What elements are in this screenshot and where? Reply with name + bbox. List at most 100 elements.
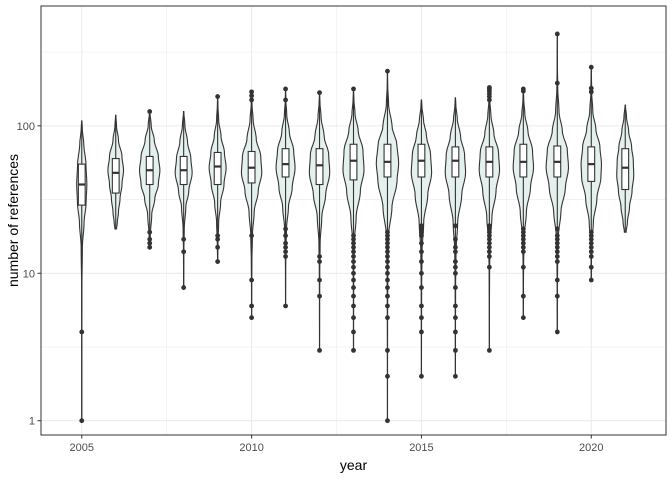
outlier-point: [385, 347, 390, 353]
outlier-point: [283, 97, 288, 103]
outlier-point: [385, 229, 390, 235]
outlier-point: [181, 285, 187, 290]
outlier-point: [351, 315, 356, 321]
outlier-point: [215, 244, 221, 250]
outlier-point: [419, 249, 424, 255]
outlier-point: [486, 223, 492, 229]
outlier-point: [486, 264, 492, 270]
outlier-point: [486, 236, 492, 242]
outlier-point: [249, 277, 254, 283]
outlier-point: [554, 80, 560, 86]
outlier-point: [385, 293, 390, 299]
x-tick-label: 2015: [409, 442, 433, 454]
outlier-point: [147, 229, 153, 235]
outlier-point: [419, 223, 424, 229]
outlier-point: [351, 244, 356, 250]
outlier-point: [385, 68, 390, 74]
outlier-point: [249, 93, 254, 99]
outlier-point: [554, 244, 560, 250]
box-2009: [213, 151, 222, 186]
outlier-point: [588, 236, 594, 242]
outlier-point: [249, 303, 254, 309]
outlier-point: [588, 233, 594, 239]
outlier-point: [385, 277, 390, 283]
outlier-point: [351, 259, 356, 265]
outlier-point: [147, 244, 153, 250]
outlier-point: [453, 373, 458, 379]
outlier-point: [79, 418, 85, 424]
outlier-point: [419, 285, 424, 290]
outlier-point: [588, 89, 594, 95]
outlier-point: [351, 236, 356, 242]
outlier-point: [419, 315, 424, 321]
outlier-point: [249, 97, 254, 103]
outlier-point: [385, 259, 390, 265]
outlier-point: [317, 277, 322, 283]
outlier-point: [588, 64, 594, 70]
outlier-point: [385, 264, 390, 270]
outlier-point: [317, 254, 322, 259]
outlier-point: [554, 254, 560, 259]
outlier-point: [520, 229, 526, 235]
outlier-point: [554, 329, 560, 335]
outlier-point: [215, 236, 221, 242]
outlier-point: [453, 270, 458, 276]
box-2021: [621, 148, 630, 191]
outlier-point: [453, 315, 458, 321]
outlier-point: [554, 277, 560, 283]
outlier-point: [385, 315, 390, 321]
outlier-point: [351, 240, 356, 246]
outlier-point: [419, 229, 424, 235]
outlier-point: [588, 249, 594, 255]
outlier-point: [520, 233, 526, 239]
box-2016: [451, 146, 460, 178]
outlier-point: [385, 303, 390, 309]
outlier-point: [283, 254, 288, 259]
violins-layer: [76, 31, 635, 424]
outlier-point: [385, 285, 390, 290]
outlier-point: [453, 236, 458, 242]
outlier-point: [554, 249, 560, 255]
x-tick-label: 2010: [239, 442, 263, 454]
outlier-point: [317, 90, 322, 96]
outlier-point: [554, 259, 560, 265]
outlier-point: [419, 259, 424, 265]
outlier-point: [147, 236, 153, 242]
outlier-point: [554, 236, 560, 242]
outlier-point: [486, 244, 492, 250]
box-2014: [383, 143, 392, 178]
outlier-point: [215, 233, 221, 239]
outlier-point: [486, 240, 492, 246]
outlier-point: [351, 293, 356, 299]
outlier-point: [453, 249, 458, 255]
outlier-point: [453, 303, 458, 309]
outlier-point: [351, 277, 356, 283]
outlier-point: [385, 249, 390, 255]
outlier-point: [147, 240, 153, 246]
outlier-point: [249, 315, 254, 321]
outlier-point: [283, 233, 288, 239]
outlier-point: [317, 293, 322, 299]
outlier-point: [486, 97, 492, 103]
outlier-point: [249, 233, 254, 239]
outlier-point: [181, 236, 187, 242]
outlier-point: [317, 259, 322, 265]
outlier-point: [215, 94, 221, 99]
outlier-point: [486, 249, 492, 255]
outlier-point: [385, 240, 390, 246]
outlier-point: [486, 233, 492, 239]
outlier-point: [181, 249, 187, 255]
outlier-point: [351, 285, 356, 290]
x-axis-title: year: [340, 457, 368, 473]
outlier-point: [351, 249, 356, 255]
outlier-point: [486, 347, 492, 353]
outlier-point: [588, 264, 594, 270]
outlier-point: [588, 85, 594, 91]
outlier-point: [520, 240, 526, 246]
box-2011: [281, 148, 290, 178]
y-tick-label: 1: [29, 416, 35, 428]
outlier-point: [588, 240, 594, 246]
box-2012: [315, 148, 324, 186]
outlier-point: [283, 226, 288, 232]
